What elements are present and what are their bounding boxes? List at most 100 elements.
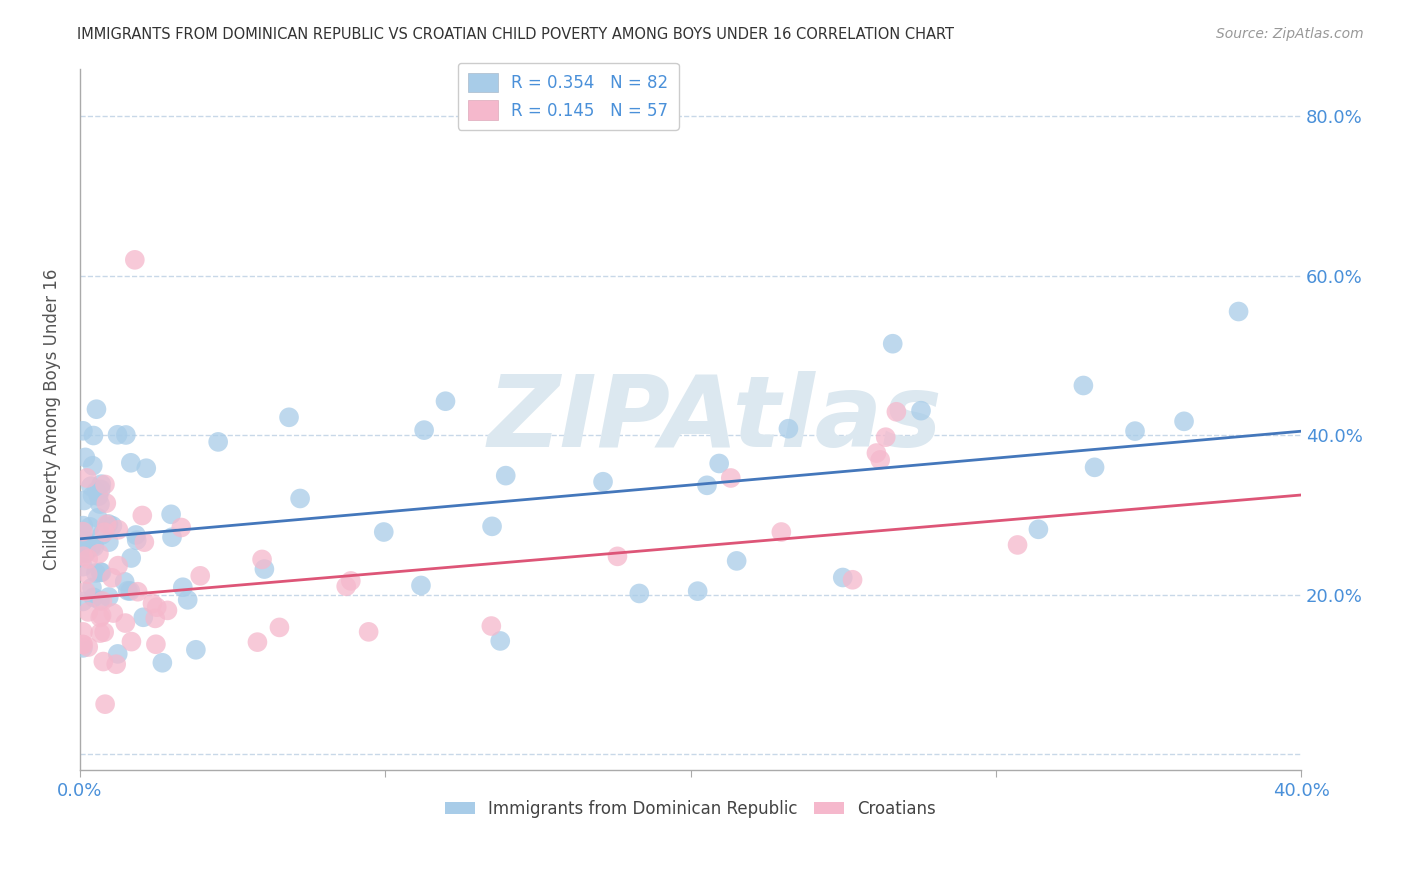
Point: [77, 552, 100, 566]
Point: [770, 524, 793, 539]
Point: [80, 581, 103, 595]
Point: [101, 518, 124, 533]
Point: [250, 552, 273, 566]
Point: [97, 516, 120, 531]
Point: [145, 637, 167, 651]
Point: [87, 511, 110, 525]
Point: [495, 468, 517, 483]
Point: [79, 520, 101, 534]
Point: [269, 620, 291, 634]
Point: [91, 594, 114, 608]
Point: [160, 508, 183, 522]
Point: [72, 637, 94, 651]
Point: [90, 566, 112, 580]
Point: [96, 517, 118, 532]
Point: [72, 518, 94, 533]
Point: [150, 656, 173, 670]
Point: [134, 535, 156, 549]
Point: [75, 450, 97, 465]
Legend: Immigrants from Dominican Republic, Croatians: Immigrants from Dominican Republic, Croa…: [439, 794, 943, 825]
Point: [696, 478, 718, 492]
Point: [107, 523, 129, 537]
Point: [101, 571, 124, 585]
Point: [253, 562, 276, 576]
Point: [80, 479, 103, 493]
Point: [1123, 424, 1146, 438]
Point: [170, 520, 193, 534]
Point: [105, 657, 128, 672]
Point: [75, 546, 97, 560]
Point: [90, 483, 112, 497]
Y-axis label: Child Poverty Among Boys Under 16: Child Poverty Among Boys Under 16: [44, 268, 60, 570]
Point: [725, 554, 748, 568]
Point: [120, 551, 142, 566]
Point: [76, 537, 98, 551]
Point: [628, 586, 651, 600]
Point: [77, 640, 100, 654]
Point: [72, 549, 94, 564]
Text: Source: ZipAtlas.com: Source: ZipAtlas.com: [1216, 27, 1364, 41]
Point: [76, 567, 98, 582]
Point: [82, 428, 104, 442]
Point: [841, 573, 863, 587]
Point: [288, 491, 311, 506]
Point: [89, 610, 111, 624]
Point: [90, 608, 112, 623]
Point: [73, 533, 96, 548]
Point: [90, 528, 112, 542]
Point: [875, 430, 897, 444]
Point: [97, 590, 120, 604]
Point: [143, 611, 166, 625]
Point: [114, 616, 136, 631]
Point: [76, 541, 98, 555]
Point: [87, 547, 110, 561]
Point: [778, 422, 800, 436]
Point: [357, 624, 380, 639]
Point: [94, 477, 117, 491]
Point: [481, 519, 503, 533]
Point: [120, 584, 142, 599]
Point: [882, 336, 904, 351]
Point: [413, 423, 436, 437]
Point: [75, 584, 97, 599]
Point: [910, 403, 932, 417]
Point: [87, 489, 110, 503]
Point: [90, 477, 112, 491]
Point: [720, 471, 742, 485]
Point: [125, 533, 148, 548]
Point: [184, 642, 207, 657]
Point: [125, 528, 148, 542]
Point: [107, 427, 129, 442]
Point: [72, 524, 94, 539]
Point: [93, 625, 115, 640]
Point: [82, 488, 104, 502]
Point: [83, 540, 105, 554]
Point: [479, 619, 502, 633]
Point: [72, 424, 94, 438]
Point: [131, 508, 153, 523]
Point: [96, 496, 118, 510]
Point: [831, 570, 853, 584]
Point: [120, 456, 142, 470]
Point: [865, 446, 887, 460]
Point: [156, 603, 179, 617]
Point: [489, 634, 512, 648]
Point: [1084, 460, 1107, 475]
Point: [1227, 304, 1250, 318]
Point: [72, 640, 94, 655]
Point: [86, 402, 108, 417]
Point: [115, 428, 138, 442]
Point: [709, 457, 731, 471]
Point: [107, 558, 129, 573]
Point: [124, 252, 146, 267]
Point: [145, 600, 167, 615]
Point: [93, 655, 115, 669]
Point: [686, 584, 709, 599]
Point: [107, 647, 129, 661]
Point: [135, 461, 157, 475]
Point: [278, 410, 301, 425]
Point: [1007, 538, 1029, 552]
Point: [172, 580, 194, 594]
Point: [207, 434, 229, 449]
Point: [434, 394, 457, 409]
